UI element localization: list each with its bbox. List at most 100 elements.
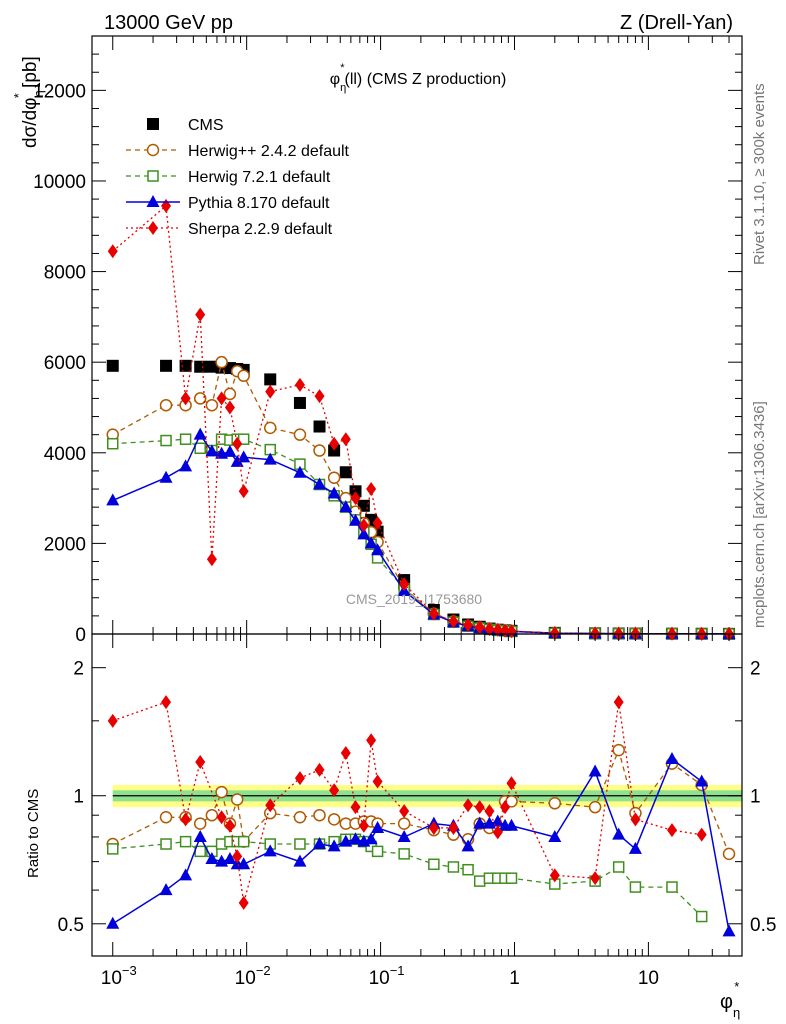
point-pythia-8-170-default <box>371 820 385 833</box>
point-pythia-8-170-default <box>193 427 207 440</box>
main-y-tick-label: 10000 <box>33 172 86 193</box>
main-y-tick-label: 12000 <box>33 81 86 102</box>
point-herwig-7-2-1-default <box>428 858 440 871</box>
series-herwig-7-2-1-default <box>106 833 708 923</box>
point-pythia-8-170-default <box>223 852 237 865</box>
point-pythia-8-170-default <box>313 477 327 490</box>
point-pythia-8-170-default <box>293 465 307 478</box>
point-herwig-7-2-1-default <box>666 881 678 893</box>
point-pythia-8-170-default <box>548 829 562 842</box>
ratio-y-tick-label: 2 <box>73 659 84 680</box>
legend-item-cms: CMS <box>147 117 224 134</box>
point-herwig-7-2-1-default <box>447 861 460 873</box>
point-sherpa-2-2-9-default <box>340 432 351 447</box>
point-sherpa-2-2-9-default <box>428 820 439 835</box>
point-sherpa-2-2-9-default <box>399 804 410 819</box>
point-herwig-2-4-2-default <box>548 797 562 810</box>
point-herwig-7-2-1-default <box>160 434 172 447</box>
legend-marker <box>147 118 159 130</box>
ratio-y-tick-label: 0.5 <box>58 915 84 936</box>
point-herwig-7-2-1-default <box>695 910 708 923</box>
point-pythia-8-170-default <box>357 527 371 540</box>
point-pythia-8-170-default <box>106 493 120 506</box>
point-pythia-8-170-default <box>237 450 251 463</box>
point-pythia-8-170-default <box>364 536 378 549</box>
point-herwig-2-4-2-default <box>193 817 207 830</box>
point-pythia-8-170-default <box>665 751 679 764</box>
point-herwig-2-4-2-default <box>223 387 237 401</box>
analysis-watermark: CMS_2019_I1753680 <box>346 591 482 607</box>
main-y-tick-label: 6000 <box>44 353 86 374</box>
rivet-label: Rivet 3.1.10, ≥ 300k events <box>751 83 768 265</box>
point-sherpa-2-2-9-default <box>500 800 511 815</box>
point-pythia-8-170-default <box>313 837 327 850</box>
point-herwig-7-2-1-default <box>106 437 119 450</box>
point-herwig-2-4-2-default <box>230 793 244 806</box>
point-pythia-8-170-default <box>179 459 193 472</box>
point-herwig-2-4-2-default <box>722 847 736 861</box>
point-pythia-8-170-default <box>695 774 709 787</box>
main-y-tick-label: 4000 <box>44 444 86 465</box>
point-sherpa-2-2-9-default <box>232 436 243 451</box>
point-sherpa-2-2-9-default <box>180 391 191 406</box>
point-pythia-8-170-default <box>505 818 519 831</box>
point-sherpa-2-2-9-default <box>366 482 377 497</box>
point-pythia-8-170-default <box>327 839 341 852</box>
point-pythia-8-170-default <box>205 444 219 457</box>
point-cms <box>179 359 192 372</box>
point-sherpa-2-2-9-default <box>428 606 439 621</box>
point-sherpa-2-2-9-default <box>224 818 235 833</box>
legend-marker <box>146 195 160 207</box>
header-left: 13000 GeV pp <box>104 12 233 34</box>
point-sherpa-2-2-9-default <box>329 783 340 798</box>
point-herwig-2-4-2-default <box>313 808 326 822</box>
point-sherpa-2-2-9-default <box>372 516 383 531</box>
point-herwig-2-4-2-default <box>293 428 307 441</box>
point-herwig-2-4-2-default <box>327 471 341 484</box>
point-cms <box>205 360 218 373</box>
point-sherpa-2-2-9-default <box>238 895 249 910</box>
series-line-sherpa-2-2-9-default <box>112 204 730 635</box>
point-cms <box>313 420 326 433</box>
series-sherpa-2-2-9-default <box>107 695 707 910</box>
ratio-axis-ticks: 0.5 0.5 1 1 2 2 10−3 10−2 10−1 1 10 <box>58 634 776 989</box>
legend-label: Herwig++ 2.4.2 default <box>188 143 350 160</box>
point-pythia-8-170-default <box>159 470 173 483</box>
point-sherpa-2-2-9-default <box>314 389 325 404</box>
point-sherpa-2-2-9-default <box>448 820 459 835</box>
point-herwig-2-4-2-default <box>193 392 207 405</box>
point-pythia-8-170-default <box>159 883 173 896</box>
point-sherpa-2-2-9-default <box>463 617 474 632</box>
point-cms <box>293 396 306 409</box>
point-cms <box>339 466 352 479</box>
point-sherpa-2-2-9-default <box>696 827 707 842</box>
point-pythia-8-170-default <box>588 764 602 777</box>
point-pythia-8-170-default <box>628 841 642 854</box>
x-axis-label: φη* <box>720 979 740 1020</box>
point-pythia-8-170-default <box>339 834 353 847</box>
point-herwig-7-2-1-default <box>629 881 642 893</box>
point-sherpa-2-2-9-default <box>329 436 340 451</box>
point-pythia-8-170-default <box>371 543 385 556</box>
point-pythia-8-170-default <box>193 829 207 842</box>
legend-item-sherpa-2-2-9-default: Sherpa 2.2.9 default <box>126 221 333 238</box>
series-pythia-8-170-default <box>106 751 736 937</box>
point-herwig-2-4-2-default <box>313 444 326 457</box>
x-tick-label: 1 <box>509 968 520 989</box>
point-sherpa-2-2-9-default <box>294 377 305 392</box>
point-pythia-8-170-default <box>722 924 736 937</box>
main-panel: 0 2000 4000 6000 8000 10000 12000 CMS_2019_I17… <box>11 35 743 646</box>
point-pythia-8-170-default <box>263 844 277 857</box>
main-series-layer <box>106 198 736 641</box>
point-sherpa-2-2-9-default <box>180 812 191 827</box>
point-pythia-8-170-default <box>612 827 626 840</box>
point-herwig-2-4-2-default <box>205 808 219 822</box>
point-sherpa-2-2-9-default <box>107 713 118 728</box>
point-sherpa-2-2-9-default <box>265 798 276 813</box>
point-sherpa-2-2-9-default <box>265 384 276 399</box>
point-herwig-2-4-2-default <box>397 817 411 830</box>
point-sherpa-2-2-9-default <box>549 868 560 883</box>
point-sherpa-2-2-9-default <box>350 491 361 506</box>
point-pythia-8-170-default <box>237 857 251 870</box>
point-sherpa-2-2-9-default <box>484 622 495 637</box>
